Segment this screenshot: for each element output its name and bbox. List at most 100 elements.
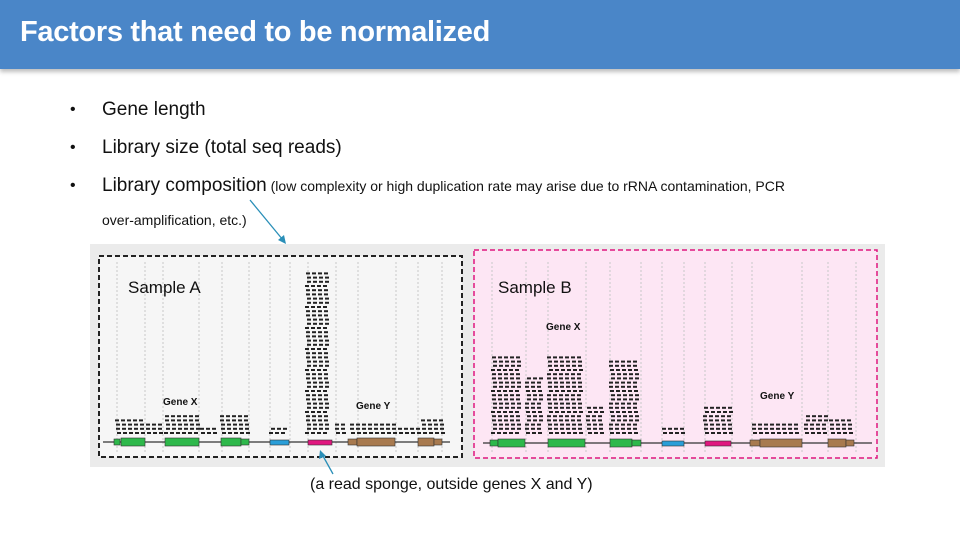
sequence-read: [804, 423, 808, 426]
sequence-read: [313, 385, 317, 388]
sequence-read: [305, 411, 309, 413]
sequence-read: [153, 432, 157, 434]
sequence-read: [758, 423, 762, 426]
sequence-read: [492, 419, 496, 422]
sequence-read: [325, 280, 329, 283]
sequence-read: [629, 377, 633, 380]
sequence-read: [843, 432, 847, 434]
sequence-read: [504, 415, 508, 418]
sequence-read: [812, 419, 816, 422]
sequence-read: [311, 348, 315, 350]
sequence-read: [633, 406, 637, 409]
sequence-read: [493, 402, 497, 405]
sequence-read: [510, 373, 514, 376]
sequence-read: [553, 356, 557, 359]
sequence-read: [311, 390, 315, 392]
read-sponge-caption: (a read sponge, outside genes X and Y): [310, 476, 593, 493]
sequence-read: [600, 411, 604, 413]
sequence-read: [554, 364, 558, 367]
sequence-read: [727, 419, 731, 422]
sequence-read: [533, 415, 537, 418]
sequence-read: [158, 423, 162, 426]
sequence-read: [141, 432, 145, 434]
sequence-read: [577, 377, 581, 380]
sequence-read: [517, 381, 521, 384]
sequence-read: [323, 306, 327, 308]
sequence-read: [423, 432, 427, 434]
sequence-read: [311, 306, 315, 308]
sequence-read: [201, 432, 205, 434]
sequence-read: [493, 381, 497, 384]
sequence-read: [323, 285, 327, 287]
sequence-read: [306, 398, 310, 401]
sequence-read: [517, 364, 521, 367]
sequence-read: [498, 377, 502, 380]
sequence-read: [532, 432, 536, 434]
exon-magenta: [704, 440, 732, 447]
sequence-read: [710, 406, 714, 409]
sequence-read: [170, 432, 174, 434]
sequence-read: [312, 352, 316, 355]
sequence-read: [729, 432, 733, 434]
sequence-read: [578, 360, 582, 363]
sequence-read: [497, 411, 501, 413]
sequence-read: [392, 423, 396, 426]
sequence-read: [525, 423, 529, 426]
sequence-read: [509, 432, 513, 434]
sequence-read: [705, 411, 709, 413]
sequence-read: [511, 385, 515, 388]
sequence-read: [836, 423, 840, 426]
sequence-read: [510, 394, 514, 397]
sequence-read: [593, 427, 597, 430]
sequence-read: [206, 427, 210, 430]
sequence-read: [505, 381, 509, 384]
sequence-read: [134, 427, 138, 430]
sequence-read: [374, 427, 378, 430]
sequence-read: [319, 322, 323, 325]
sequence-read: [572, 364, 576, 367]
sequence-read: [312, 373, 316, 376]
sequence-read: [824, 419, 828, 422]
sequence-read: [822, 423, 826, 426]
sequence-read: [335, 423, 339, 426]
sequence-read: [587, 406, 591, 409]
sequence-read: [324, 335, 328, 338]
sequence-read: [307, 402, 311, 405]
sequence-read: [532, 390, 536, 392]
sequence-read: [312, 272, 316, 275]
sequence-read: [319, 318, 323, 321]
sequence-read: [572, 381, 576, 384]
sequence-read: [312, 419, 316, 422]
sequence-read: [313, 406, 317, 409]
sequence-read: [313, 423, 317, 426]
sequence-read: [434, 427, 438, 430]
sequence-read: [548, 423, 552, 426]
sequence-read: [617, 415, 621, 418]
sequence-read: [565, 415, 569, 418]
sequence-read: [663, 432, 667, 434]
sequence-read: [627, 364, 631, 367]
sequence-read: [222, 432, 226, 434]
sequence-read: [571, 394, 575, 397]
sequence-read: [232, 419, 236, 422]
sequence-read: [573, 369, 577, 371]
sequence-read: [318, 335, 322, 338]
sequence-read: [537, 427, 541, 430]
sequence-read: [634, 432, 638, 434]
sequence-read: [633, 385, 637, 388]
sequence-read: [662, 427, 666, 430]
sequence-read: [525, 406, 529, 409]
sequence-read: [319, 297, 323, 300]
sequence-read: [537, 402, 541, 405]
sequence-read: [837, 432, 841, 434]
sequence-read: [721, 415, 725, 418]
sequence-read: [387, 432, 391, 434]
sequence-read: [537, 385, 541, 388]
sequence-read: [616, 432, 620, 434]
sequence-read: [313, 360, 317, 363]
sequence-read: [611, 373, 615, 376]
sequence-read: [709, 415, 713, 418]
sequence-read: [325, 318, 329, 321]
sequence-read: [323, 390, 327, 392]
sequence-read: [386, 423, 390, 426]
